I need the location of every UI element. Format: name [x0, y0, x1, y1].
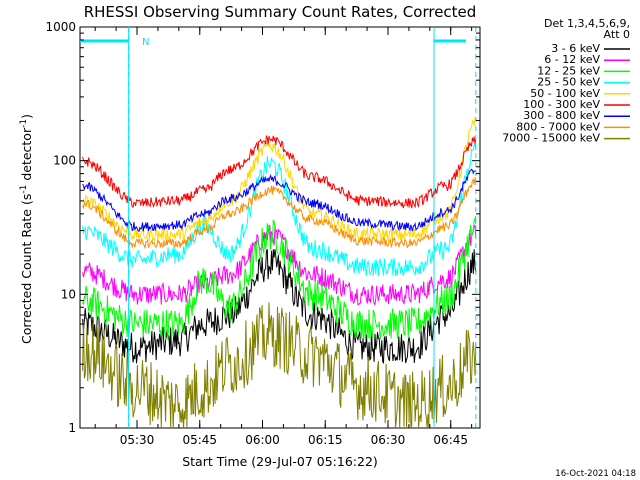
y-label-sup2: -1 — [19, 119, 29, 128]
chart-title: RHESSI Observing Summary Count Rates, Co… — [84, 3, 477, 21]
x-tick-label: 05:45 — [182, 433, 217, 447]
legend-entry-label: 3 - 6 keV — [551, 42, 600, 55]
legend-entry-label: 800 - 7000 keV — [516, 120, 600, 133]
series-group — [82, 117, 477, 429]
night-annotation: N — [142, 37, 149, 48]
series-line — [82, 135, 477, 209]
x-axis-label: Start Time (29-Jul-07 05:16:22) — [182, 454, 378, 469]
y-tick-label: 1000 — [45, 20, 76, 34]
legend-entry-label: 25 - 50 keV — [537, 76, 600, 89]
marker-group: N — [80, 27, 477, 428]
plot-frame-group — [79, 26, 481, 429]
axis-group: 1 10 100 1000 05:30 05:45 06:00 06:15 06:30 06:45 — [45, 20, 480, 447]
legend-entry-label: 100 - 300 keV — [523, 98, 600, 111]
series-line — [82, 224, 477, 306]
y-tick-label: 10 — [61, 287, 76, 301]
series-line — [82, 177, 477, 249]
y-label-prefix: Corrected Count Rate (s — [19, 194, 34, 344]
x-tick-label: 06:00 — [245, 433, 280, 447]
series-line — [82, 142, 477, 277]
y-tick-label: 100 — [53, 154, 76, 168]
legend-entry-label: 300 - 800 keV — [523, 109, 600, 122]
plot-frame — [79, 26, 481, 429]
legend-entry-label: 7000 - 15000 keV — [502, 132, 600, 145]
y-axis-label: Corrected Count Rate (s-1 detector-1) — [19, 114, 34, 344]
legend-entry-label: 6 - 12 keV — [544, 53, 600, 66]
legend-header-line1: Det 1,3,4,5,6,9, — [544, 17, 630, 30]
y-label-mid: detector — [19, 127, 34, 185]
legend-entry-label: 12 - 25 keV — [537, 64, 600, 77]
x-tick-label: 06:45 — [433, 433, 468, 447]
legend-entry-label: 50 - 100 keV — [530, 87, 600, 100]
x-tick-label: 05:30 — [120, 433, 155, 447]
series-line — [82, 117, 477, 243]
series-line — [82, 302, 477, 429]
x-tick-label: 06:15 — [308, 433, 343, 447]
x-tick-label: 06:30 — [371, 433, 406, 447]
series-line — [82, 168, 476, 233]
y-label-suffix: ) — [19, 114, 34, 119]
y-tick-label: 1 — [68, 421, 76, 435]
series-line — [82, 216, 477, 341]
timestamp: 16-Oct-2021 04:18 — [555, 469, 636, 479]
legend-header-line2: Att 0 — [604, 28, 630, 41]
series-line — [82, 249, 477, 365]
y-label-sup1: -1 — [19, 185, 29, 194]
